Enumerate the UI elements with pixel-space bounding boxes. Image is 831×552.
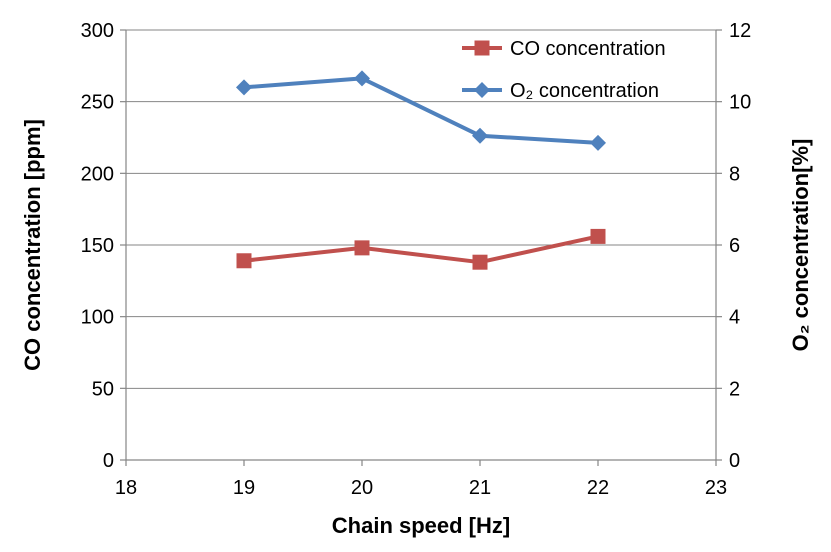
co-data-point	[590, 228, 606, 244]
y-tick-label: 300	[81, 20, 114, 42]
y2-tick-label: 10	[729, 92, 751, 114]
o2-data-point	[590, 134, 606, 151]
co-data-point	[354, 240, 370, 256]
legend: CO concentration O₂ concentration	[462, 38, 666, 102]
co-data-point	[472, 254, 488, 270]
y-tick-label: 50	[92, 378, 114, 400]
x-axis-title: Chain speed [Hz]	[332, 513, 510, 538]
co-data-point	[236, 253, 252, 269]
y2-tick-labels: 0 2 4 6 8 10 12	[729, 20, 751, 472]
x-tick-label: 19	[233, 477, 255, 499]
o2-data-point	[472, 127, 488, 144]
y2-tick-label: 4	[729, 307, 740, 329]
y2-axis-title: O₂ concentration[%]	[788, 139, 813, 352]
y-tick-label: 100	[81, 307, 114, 329]
y2-tick-label: 8	[729, 163, 740, 185]
co-series-line	[243, 234, 599, 265]
x-tick-label: 22	[587, 477, 609, 499]
x-tick-label: 23	[705, 477, 727, 499]
x-tick-label: 18	[115, 477, 137, 499]
o2-legend-label: O₂ concentration	[510, 80, 659, 102]
y-tick-label: 150	[81, 235, 114, 257]
x-tick-label: 21	[469, 477, 491, 499]
axes	[120, 29, 722, 466]
y2-tick-label: 12	[729, 20, 751, 42]
series-layer	[236, 70, 606, 270]
o2-series-line	[243, 76, 599, 145]
co-legend-marker	[474, 40, 490, 56]
y-tick-labels: 0 50 100 150 200 250 300	[81, 20, 114, 472]
y2-tick-label: 2	[729, 378, 740, 400]
y2-tick-label: 6	[729, 235, 740, 257]
o2-legend-marker	[474, 82, 490, 98]
y-tick-label: 200	[81, 163, 114, 185]
y2-tick-label: 0	[729, 450, 740, 472]
x-tick-label: 20	[351, 477, 373, 499]
co-legend-label: CO concentration	[510, 38, 666, 60]
y-axis-title: CO concentration [ppm]	[20, 119, 45, 371]
o2-data-point	[354, 70, 370, 87]
o2-data-point	[236, 79, 252, 96]
y-tick-label: 250	[81, 92, 114, 114]
y-tick-label: 0	[103, 450, 114, 472]
gridlines	[126, 29, 716, 389]
x-tick-labels: 18 19 20 21 22 23	[115, 477, 727, 499]
